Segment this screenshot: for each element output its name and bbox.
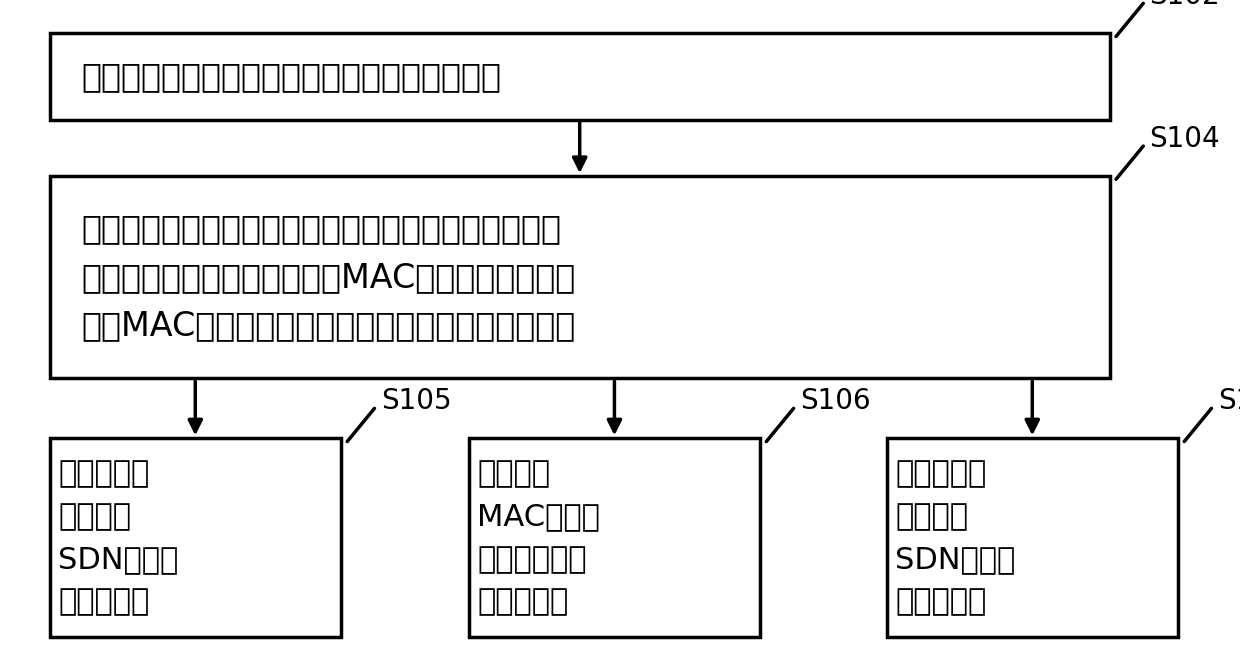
Text: S105: S105: [381, 387, 451, 415]
Text: 下发出栈流
表至所述
SDN网络的
出口交换机: 下发出栈流 表至所述 SDN网络的 出口交换机: [895, 459, 1016, 617]
Bar: [50, 438, 341, 637]
Text: 接收来自第一交换机的流量申请转发流表的请求: 接收来自第一交换机的流量申请转发流表的请求: [82, 60, 501, 93]
Text: 根据所述请求计算所述流量的转发路径，并分别生成所
述转发路径上的交换机对应的MAC交换流表，其中，
所述MAC交换流表用于指示对应交换机转发所述流量: 根据所述请求计算所述流量的转发路径，并分别生成所 述转发路径上的交换机对应的MA…: [82, 212, 575, 343]
Text: S106: S106: [800, 387, 870, 415]
Text: 下发入栈流
表至所述
SDN网络的
入口交换机: 下发入栈流 表至所述 SDN网络的 入口交换机: [58, 459, 179, 617]
Text: S102: S102: [1149, 0, 1220, 10]
Text: S107: S107: [1218, 387, 1240, 415]
Text: S104: S104: [1149, 125, 1220, 153]
Bar: [50, 33, 1110, 120]
Text: 下发所述
MAC交换流
表至对应路径
上的交换机: 下发所述 MAC交换流 表至对应路径 上的交换机: [477, 459, 600, 617]
Bar: [50, 176, 1110, 378]
Bar: [469, 438, 760, 637]
Bar: [887, 438, 1178, 637]
